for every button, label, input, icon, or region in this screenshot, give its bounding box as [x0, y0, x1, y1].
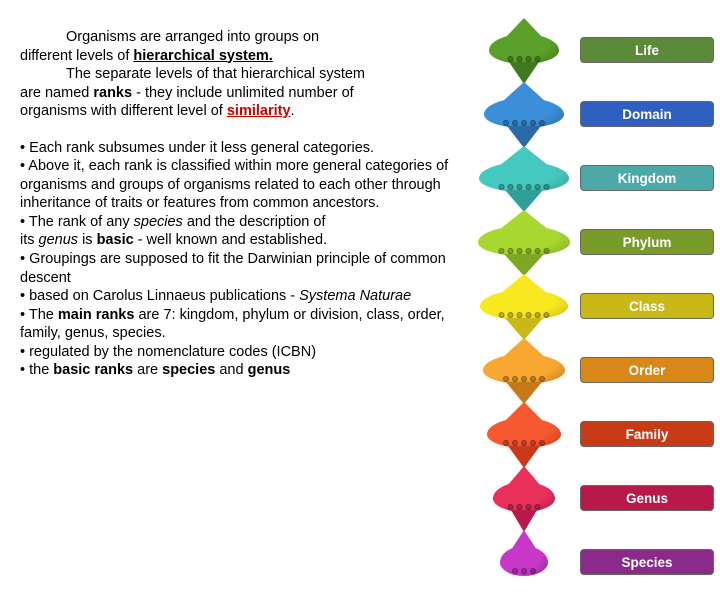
- rank-row: Genus: [476, 466, 714, 530]
- rank-label: Domain: [580, 101, 714, 127]
- bullet-list: • Each rank subsumes under it less gener…: [20, 139, 464, 380]
- rank-label: Life: [580, 37, 714, 63]
- rank-label: Order: [580, 357, 714, 383]
- rank-drop-icon: [476, 466, 572, 530]
- intro-text: - they include unlimited number of: [132, 85, 354, 101]
- rank-drop-icon: [476, 274, 572, 338]
- bullet-item: • Each rank subsumes under it less gener…: [20, 139, 464, 158]
- intro-paragraph: Organisms are arranged into groups on di…: [20, 28, 464, 121]
- term-basic: basic: [97, 232, 134, 248]
- term-species: species: [134, 214, 183, 230]
- rank-row: Life: [476, 18, 714, 82]
- bullet-item: • The main ranks are 7: kingdom, phylum …: [20, 306, 464, 343]
- rank-drop-icon: [476, 146, 572, 210]
- intro-text: organisms with different level of: [20, 103, 227, 119]
- intro-text: different levels of: [20, 48, 133, 64]
- bullet-item: • Groupings are supposed to fit the Darw…: [20, 250, 464, 287]
- intro-text: Organisms are arranged into groups on: [66, 29, 319, 45]
- term-genus: genus: [39, 232, 79, 248]
- bullet-item: • The rank of any species and the descri…: [20, 213, 464, 250]
- bullet-item: • based on Carolus Linnaeus publications…: [20, 287, 464, 306]
- rank-row: Domain: [476, 82, 714, 146]
- rank-drop-icon: [476, 82, 572, 146]
- bullet-item: • Above it, each rank is classified with…: [20, 157, 464, 213]
- rank-label: Class: [580, 293, 714, 319]
- rank-row: Family: [476, 402, 714, 466]
- rank-label: Species: [580, 549, 714, 575]
- term-species-b: species: [162, 362, 215, 378]
- rank-drop-icon: [476, 18, 572, 82]
- rank-label: Family: [580, 421, 714, 447]
- rank-row: Kingdom: [476, 146, 714, 210]
- term-main-ranks: main ranks: [58, 307, 135, 323]
- rank-drop-icon: [476, 210, 572, 274]
- taxonomy-diagram: Life Domain Kingdom Phylum Class Order Family G…: [470, 0, 720, 540]
- bullet-item: • the basic ranks are species and genus: [20, 361, 464, 380]
- text-content: Organisms are arranged into groups on di…: [0, 0, 470, 540]
- rank-row: Phylum: [476, 210, 714, 274]
- rank-drop-icon: [476, 338, 572, 402]
- term-ranks: ranks: [93, 85, 132, 101]
- bullet-item: • regulated by the nomenclature codes (I…: [20, 343, 464, 362]
- rank-drop-icon: [476, 402, 572, 466]
- term-similarity: similarity: [227, 103, 291, 119]
- rank-label: Phylum: [580, 229, 714, 255]
- intro-text: .: [291, 103, 295, 119]
- term-hierarchical-system: hierarchical system.: [133, 48, 272, 64]
- rank-label: Kingdom: [580, 165, 714, 191]
- rank-row: Class: [476, 274, 714, 338]
- rank-label: Genus: [580, 485, 714, 511]
- term-genus-b: genus: [248, 362, 291, 378]
- intro-text: The separate levels of that hierarchical…: [66, 66, 365, 82]
- term-systema-naturae: Systema Naturae: [299, 288, 411, 304]
- intro-text: are named: [20, 85, 93, 101]
- rank-row: Order: [476, 338, 714, 402]
- term-basic-ranks: basic ranks: [53, 362, 133, 378]
